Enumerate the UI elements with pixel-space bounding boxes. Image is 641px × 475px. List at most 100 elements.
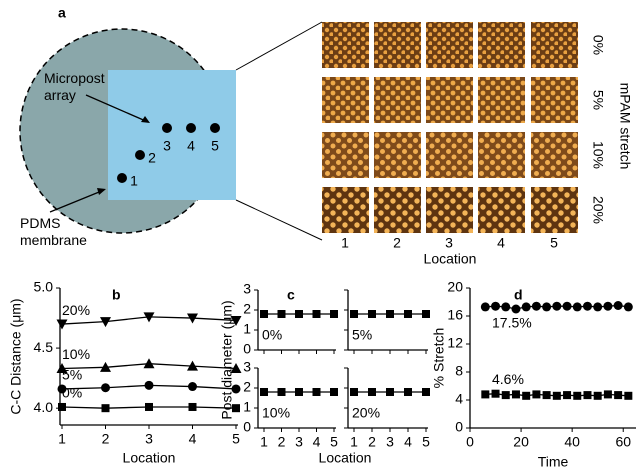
figure: a 123450%5%10%20%mPAM stretch12345Locati…	[0, 0, 641, 475]
marker	[491, 302, 500, 311]
marker	[583, 302, 592, 311]
y-tick-label: 8	[455, 363, 463, 379]
marker	[422, 388, 430, 396]
y-tick-label: 2	[243, 379, 251, 395]
marker	[278, 388, 286, 396]
micrograph-tile	[426, 132, 473, 178]
marker	[313, 388, 321, 396]
micrograph-tile	[322, 77, 369, 123]
micrograph-tile	[531, 132, 578, 178]
x-tick-label: 1	[260, 434, 268, 450]
series-label: 20%	[62, 302, 90, 318]
x-tick-label: 3	[145, 431, 153, 447]
location-point	[117, 173, 127, 183]
micrograph-tile	[531, 22, 578, 68]
series-label: 10%	[262, 405, 290, 421]
location-point	[162, 123, 172, 133]
marker	[573, 392, 581, 400]
marker	[58, 403, 66, 411]
micrograph-tile	[478, 187, 525, 233]
micrograph-tile	[478, 132, 525, 178]
x-axis-title: Time	[538, 454, 569, 470]
micrograph-tile	[322, 187, 369, 233]
marker	[350, 388, 358, 396]
x-tick-label: 3	[295, 434, 303, 450]
x-tick-label: 4	[313, 434, 321, 450]
tile-grid	[322, 22, 578, 233]
marker	[624, 302, 633, 311]
y-tick-label: 4.0	[34, 399, 54, 415]
x-tick-label: 4	[189, 431, 197, 447]
x-tick-label: 1	[58, 431, 66, 447]
marker	[512, 390, 520, 398]
x-axis-title: Location	[319, 450, 372, 466]
micrograph-tile	[374, 187, 421, 233]
location-label: 4	[187, 138, 195, 154]
column-label: 3	[445, 235, 453, 251]
marker	[368, 388, 376, 396]
column-label: 1	[341, 235, 349, 251]
marker	[573, 302, 582, 311]
marker	[522, 392, 530, 400]
marker	[522, 302, 531, 311]
location-point	[135, 150, 145, 160]
marker	[603, 302, 612, 311]
zoom-line	[236, 22, 322, 70]
x-axis-title: Location	[123, 450, 176, 466]
x-tick-label: 5	[330, 434, 338, 450]
micropost-array	[108, 70, 236, 200]
location-label: 3	[163, 138, 171, 154]
callout: PDMS membrane	[20, 215, 100, 249]
row-title: mPAM stretch	[617, 83, 633, 170]
column-title: Location	[424, 251, 477, 267]
marker	[144, 358, 155, 368]
column-label: 2	[393, 235, 401, 251]
marker	[492, 390, 500, 398]
location-label: 1	[130, 173, 138, 189]
row-label: 5%	[590, 90, 606, 110]
micrograph-tile	[322, 132, 369, 178]
y-tick-label: 0	[243, 341, 251, 357]
location-point	[186, 123, 196, 133]
marker	[543, 391, 551, 399]
y-tick-label: 16	[447, 307, 463, 323]
marker	[604, 390, 612, 398]
micrograph-tile	[426, 22, 473, 68]
series-label: 20%	[352, 405, 380, 421]
location-label: 2	[148, 150, 156, 166]
marker	[188, 382, 197, 391]
panel-label: a	[58, 5, 66, 21]
marker	[552, 302, 561, 311]
panel-label: b	[112, 287, 121, 303]
marker	[542, 302, 551, 311]
marker	[501, 302, 510, 311]
series-label: 5%	[352, 327, 372, 343]
x-tick-label: 20	[513, 434, 529, 450]
marker	[189, 403, 197, 411]
series-label: 0%	[262, 327, 282, 343]
row-label: 10%	[590, 141, 606, 169]
marker	[511, 305, 520, 314]
y-tick-label: 20	[447, 279, 463, 295]
micrograph-tile	[374, 22, 421, 68]
marker	[404, 310, 412, 318]
micrograph-tile	[531, 187, 578, 233]
marker	[260, 310, 268, 318]
y-tick-label: 5.0	[34, 279, 54, 295]
x-tick-label: 3	[386, 434, 394, 450]
callout: Micropost array	[44, 70, 124, 104]
x-tick-label: 2	[278, 434, 286, 450]
series-label: 17.5%	[492, 315, 532, 331]
marker	[386, 388, 394, 396]
series-label: 4.6%	[492, 371, 524, 387]
marker	[481, 390, 489, 398]
y-tick-label: 4.5	[34, 339, 54, 355]
series-label: 0%	[62, 385, 82, 401]
marker	[624, 392, 632, 400]
marker	[295, 388, 303, 396]
y-tick-label: 0	[243, 419, 251, 435]
x-tick-label: 4	[404, 434, 412, 450]
marker	[278, 310, 286, 318]
marker	[614, 391, 622, 399]
x-tick-label: 0	[466, 434, 474, 450]
